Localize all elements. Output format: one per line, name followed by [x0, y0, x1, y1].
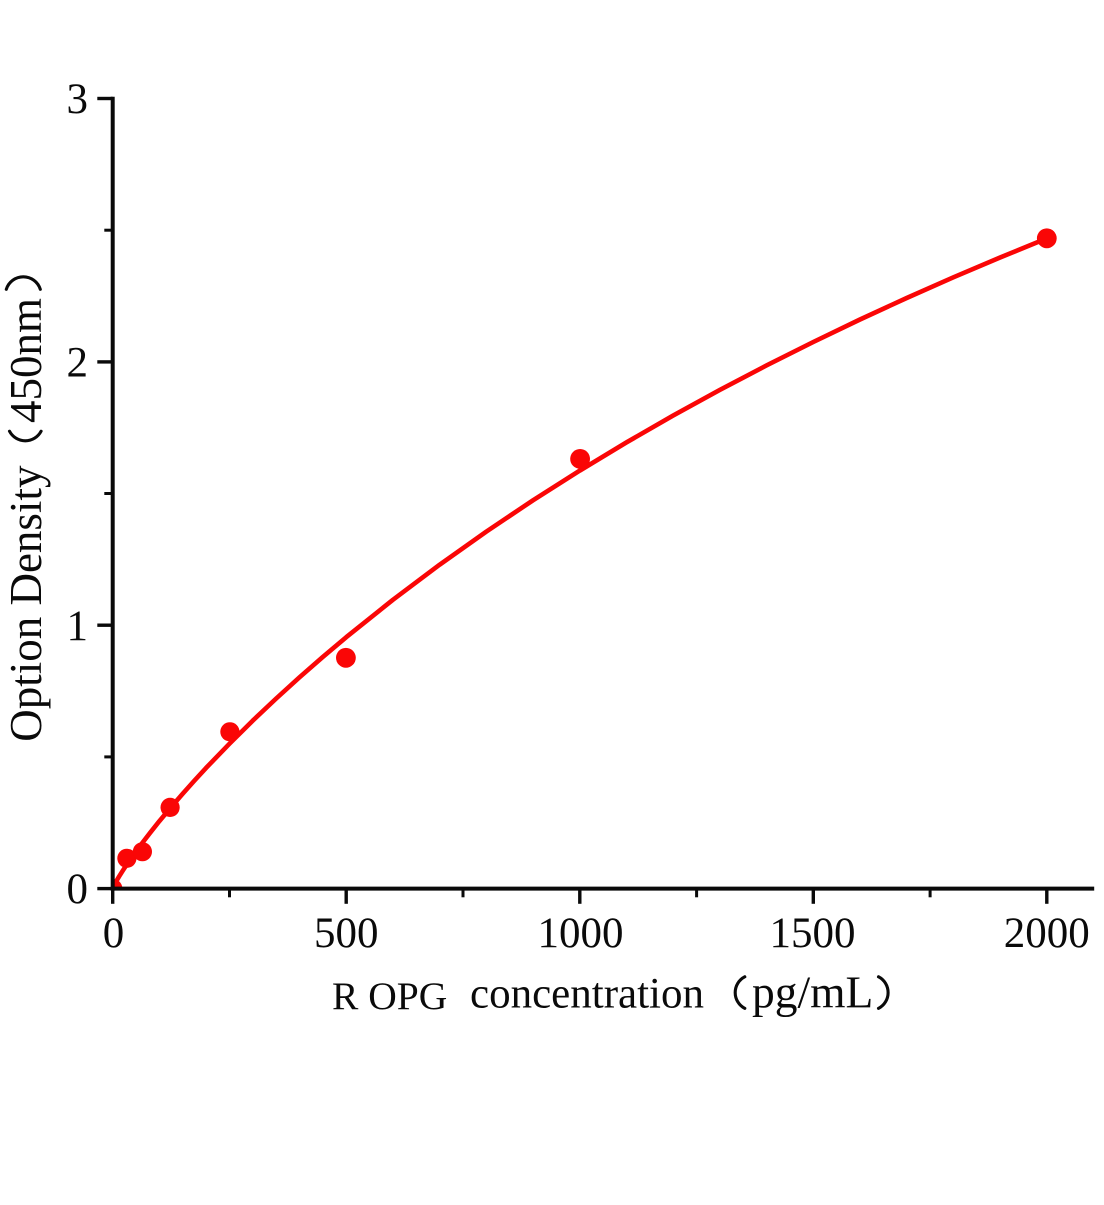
svg-text:0: 0	[103, 910, 125, 957]
svg-text:500: 500	[314, 910, 379, 957]
svg-text:0: 0	[67, 866, 89, 913]
svg-text:2000: 2000	[1004, 910, 1090, 957]
svg-text:3: 3	[67, 76, 89, 123]
svg-text:Option Density: Option Density	[1, 465, 51, 742]
svg-text:R OPG: R OPG	[332, 974, 447, 1018]
svg-text:concentration: concentration	[470, 971, 704, 1018]
svg-text:pg/mL: pg/mL	[752, 967, 873, 1018]
svg-text:1: 1	[67, 603, 89, 650]
svg-text:2: 2	[67, 340, 89, 387]
svg-text:450nm: 450nm	[1, 298, 51, 423]
svg-text:1000: 1000	[538, 910, 624, 957]
svg-text:1500: 1500	[770, 910, 856, 957]
